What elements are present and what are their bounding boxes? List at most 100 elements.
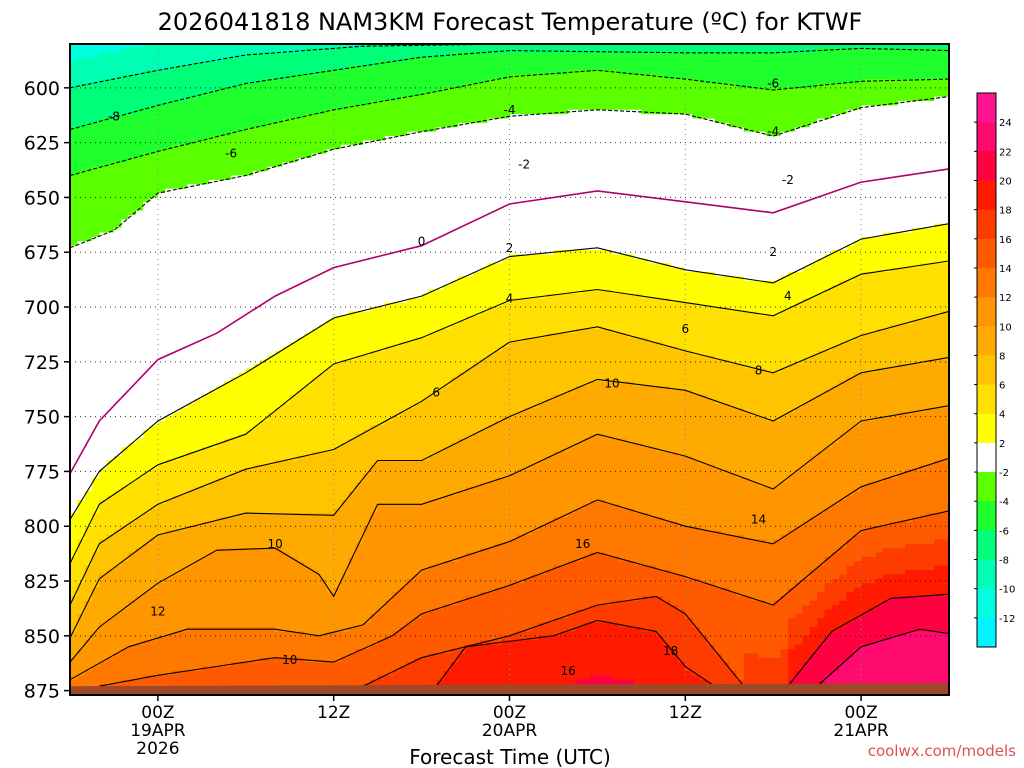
temperature-cell [289, 315, 298, 321]
temperature-cell [179, 653, 188, 659]
temperature-cell [209, 109, 218, 115]
temperature-cell [106, 556, 115, 562]
temperature-cell [150, 675, 159, 681]
temperature-cell [231, 342, 240, 348]
temperature-cell [70, 333, 78, 339]
temperature-cell [165, 473, 174, 479]
temperature-cell [84, 250, 93, 256]
temperature-cell [179, 271, 188, 277]
temperature-cell [311, 131, 320, 137]
temperature-cell [275, 460, 284, 466]
temperature-cell [165, 390, 174, 396]
temperature-cell [231, 280, 240, 286]
temperature-cell [201, 258, 210, 264]
temperature-cell [223, 618, 232, 624]
temperature-cell [275, 293, 284, 299]
temperature-cell [253, 377, 262, 383]
temperature-cell [128, 587, 137, 593]
temperature-cell [275, 258, 284, 264]
temperature-cell [135, 657, 144, 663]
temperature-cell [223, 675, 232, 681]
temperature-cell [165, 578, 174, 584]
temperature-cell [99, 591, 108, 597]
temperature-cell [77, 333, 86, 339]
temperature-cell [84, 79, 93, 85]
temperature-cell [179, 74, 188, 80]
temperature-cell [143, 219, 152, 225]
temperature-cell [253, 201, 262, 207]
temperature-cell [201, 565, 210, 571]
temperature-cell [91, 311, 100, 317]
temperature-cell [260, 79, 269, 85]
temperature-cell [143, 456, 152, 462]
temperature-cell [135, 324, 144, 330]
temperature-cell [260, 482, 269, 488]
temperature-cell [201, 285, 210, 291]
temperature-cell [253, 267, 262, 273]
temperature-cell [99, 355, 108, 361]
temperature-cell [267, 635, 276, 641]
temperature-cell [143, 276, 152, 282]
temperature-cell [194, 157, 203, 163]
temperature-cell [238, 548, 247, 554]
temperature-cell [187, 482, 196, 488]
temperature-cell [165, 565, 174, 571]
temperature-cell [187, 596, 196, 602]
temperature-cell [304, 118, 313, 124]
temperature-cell [245, 447, 254, 453]
temperature-cell [172, 543, 181, 549]
temperature-cell [165, 407, 174, 413]
temperature-cell [179, 87, 188, 93]
temperature-cell [245, 162, 254, 168]
temperature-cell [70, 570, 78, 576]
temperature-cell [77, 74, 86, 80]
temperature-cell [289, 355, 298, 361]
temperature-cell [77, 456, 86, 462]
temperature-cell [150, 578, 159, 584]
temperature-cell [253, 271, 262, 277]
temperature-cell [260, 438, 269, 444]
temperature-cell [84, 245, 93, 251]
temperature-cell [165, 609, 174, 615]
temperature-cell [77, 311, 86, 317]
temperature-cell [84, 372, 93, 378]
temperature-cell [99, 416, 108, 422]
temperature-cell [84, 679, 93, 685]
temperature-cell [143, 425, 152, 431]
temperature-cell [282, 271, 291, 277]
temperature-cell [143, 561, 152, 567]
temperature-cell [84, 618, 93, 624]
temperature-cell [91, 377, 100, 383]
temperature-cell [201, 157, 210, 163]
temperature-cell [304, 491, 313, 497]
temperature-cell [187, 355, 196, 361]
temperature-cell [91, 206, 100, 212]
temperature-cell [282, 302, 291, 308]
temperature-cell [275, 583, 284, 589]
temperature-cell [260, 276, 269, 282]
temperature-cell [84, 530, 93, 536]
temperature-cell [157, 627, 166, 633]
temperature-cell [157, 136, 166, 142]
temperature-cell [275, 320, 284, 326]
temperature-cell [70, 144, 78, 150]
temperature-cell [245, 508, 254, 514]
temperature-cell [231, 109, 240, 115]
temperature-cell [289, 390, 298, 396]
temperature-cell [143, 333, 152, 339]
temperature-cell [194, 289, 203, 295]
temperature-cell [179, 219, 188, 225]
temperature-cell [231, 328, 240, 334]
temperature-cell [209, 276, 218, 282]
temperature-cell [157, 236, 166, 242]
temperature-cell [231, 574, 240, 580]
temperature-cell [297, 662, 305, 668]
temperature-cell [135, 184, 144, 190]
temperature-cell [209, 543, 218, 549]
temperature-cell [260, 307, 269, 313]
temperature-cell [238, 350, 247, 356]
temperature-cell [267, 421, 276, 426]
temperature-cell [297, 574, 305, 580]
temperature-cell [77, 679, 86, 685]
temperature-cell [135, 179, 144, 185]
